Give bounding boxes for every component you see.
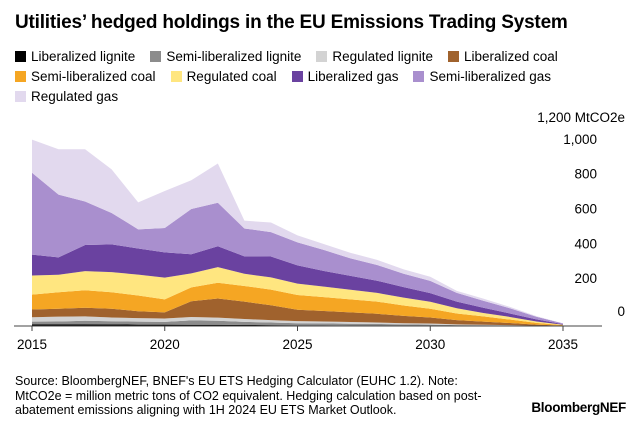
legend: Liberalized lignite Semi-liberalized lign… [15,48,615,105]
legend-item: Semi-liberalized coal [15,68,156,85]
area-series [32,244,563,325]
legend-item: Liberalized gas [291,68,399,85]
legend-item: Regulated coal [170,68,277,85]
area-series [32,267,563,326]
area-series [32,316,563,326]
area-series [32,282,563,326]
legend-item: Liberalized coal [447,48,558,65]
x-tick-label: 2030 [415,337,445,352]
area-series [32,172,563,325]
legend-label: Liberalized gas [307,69,399,84]
legend-label: Liberalized lignite [31,49,136,64]
y-tick-label: 800 [574,167,597,182]
area-series [32,298,563,326]
area-layers [32,139,563,326]
legend-swatch [15,51,26,62]
legend-swatch [15,71,26,82]
chart-title: Utilities’ hedged holdings in the EU Emi… [15,12,568,33]
legend-swatch [291,71,303,82]
y-tick-label: 400 [574,236,597,251]
legend-label: Regulated coal [186,69,277,84]
x-tick-label: 2025 [283,337,313,352]
x-tick-label: 2015 [17,337,47,352]
legend-label: Semi-liberalized coal [31,69,156,84]
legend-label: Liberalized coal [463,49,558,64]
legend-item: Semi-liberalized gas [413,68,551,85]
area-series [32,320,563,326]
legend-item: Regulated gas [15,88,118,105]
source-footnote: Source: BloombergNEF, BNEF's EU ETS Hedg… [15,374,482,417]
brand-logo-text: BloombergNEF [531,400,626,415]
legend-label: Semi-liberalized lignite [166,49,302,64]
legend-label: Regulated gas [31,89,119,104]
legend-label: Regulated lignite [332,49,433,64]
y-axis: 0 200 400 600 800 1,000 1,200 MtCO2e [537,110,625,319]
y-tick-label: 0 [617,304,625,319]
legend-swatch [15,91,26,102]
legend-label: Semi-liberalized gas [429,69,552,84]
x-tick-label: 2035 [548,337,578,352]
legend-swatch [316,51,328,62]
legend-swatch [150,51,162,62]
legend-item: Regulated lignite [316,48,433,65]
y-tick-label: 1,000 [563,132,597,147]
x-tick-label: 2020 [150,337,180,352]
y-tick-label: 600 [574,202,597,217]
x-axis: 2015 2020 2025 2030 2035 [14,325,602,352]
y-unit-label: 1,200 MtCO2e [537,110,625,125]
area-series [32,139,563,324]
legend-item: Semi-liberalized lignite [150,48,301,65]
legend-swatch [447,51,459,62]
legend-item: Liberalized lignite [15,48,135,65]
y-tick-label: 200 [574,271,597,286]
legend-swatch [413,71,425,82]
legend-swatch [170,71,182,82]
